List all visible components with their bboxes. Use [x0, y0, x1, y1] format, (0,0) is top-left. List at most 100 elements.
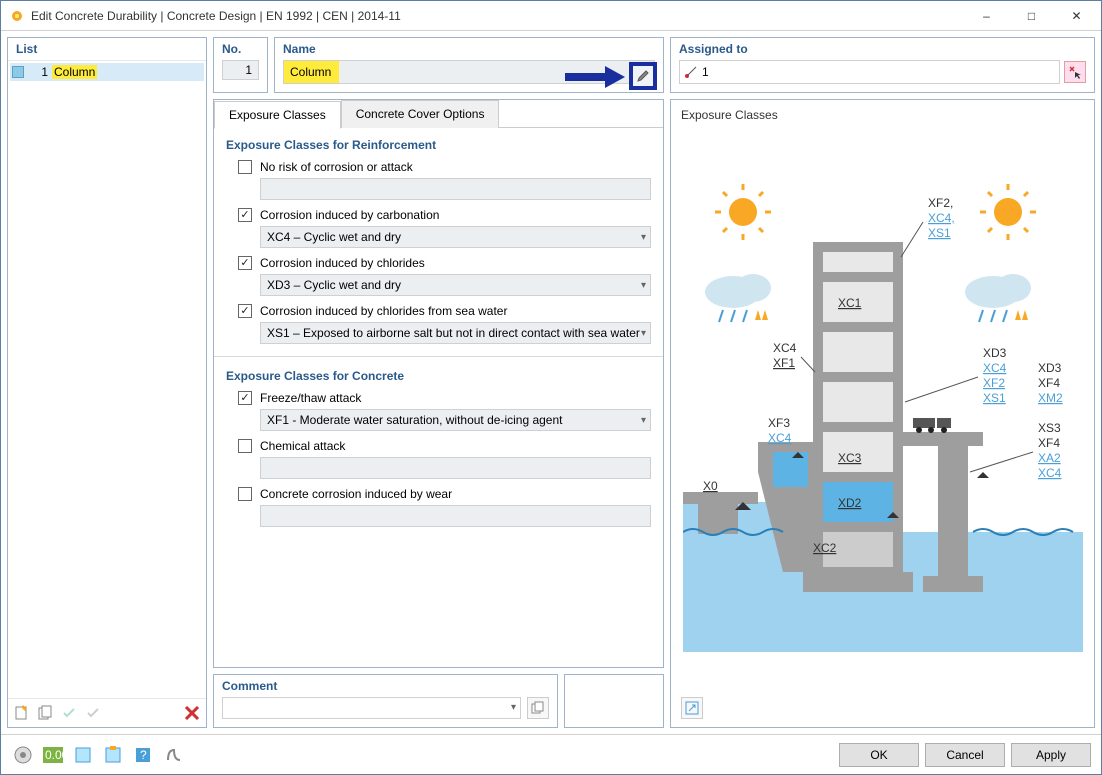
svg-text:XD3: XD3 [1038, 361, 1062, 375]
tabs-area: Exposure Classes Concrete Cover Options … [213, 99, 1095, 728]
assigned-box: Assigned to 1 [670, 37, 1095, 93]
sidebar-header: List [8, 38, 206, 61]
checkbox-row: Concrete corrosion induced by wear [238, 487, 651, 501]
check-out-icon[interactable] [84, 703, 104, 723]
seawater-checkbox[interactable] [238, 304, 252, 318]
svg-text:XF4: XF4 [1038, 436, 1060, 450]
diagram-expand-button[interactable] [681, 697, 703, 719]
view-icon[interactable] [71, 743, 95, 767]
wear-label: Concrete corrosion induced by wear [260, 487, 452, 501]
assigned-field[interactable]: 1 [679, 60, 1060, 84]
help-icon[interactable] [11, 743, 35, 767]
svg-text:X0: X0 [703, 479, 718, 493]
delete-icon[interactable] [182, 703, 202, 723]
view2-icon[interactable] [101, 743, 125, 767]
new-icon[interactable] [12, 703, 32, 723]
seawater-label: Corrosion induced by chlorides from sea … [260, 304, 507, 318]
svg-text:?: ? [140, 748, 147, 762]
no-input[interactable] [222, 60, 259, 80]
edit-name-button[interactable] [629, 62, 657, 90]
info-icon[interactable]: ? [131, 743, 155, 767]
footer: 0.00 ? OK Cancel Apply [1, 734, 1101, 774]
dialog-body: List 1 Column No. [1, 31, 1101, 734]
right-panel: Exposure Classes [670, 99, 1095, 728]
spare-box [564, 674, 664, 728]
svg-text:XD2: XD2 [838, 496, 862, 510]
tab-concrete-cover[interactable]: Concrete Cover Options [341, 100, 500, 128]
seawater-combo[interactable]: XS1 – Exposed to airborne salt but not i… [260, 322, 651, 344]
svg-text:XC1: XC1 [838, 296, 862, 310]
chevron-down-icon: ▾ [641, 280, 646, 291]
svg-text:XC3: XC3 [838, 451, 862, 465]
comment-input[interactable]: ▾ [222, 697, 521, 719]
dialog-window: Edit Concrete Durability | Concrete Desi… [0, 0, 1102, 775]
chlorides-combo[interactable]: XD3 – Cyclic wet and dry▾ [260, 274, 651, 296]
name-box: Name [274, 37, 664, 93]
svg-text:XA2: XA2 [1038, 451, 1061, 465]
freeze-label: Freeze/thaw attack [260, 391, 361, 405]
svg-text:XF2: XF2 [983, 376, 1005, 390]
svg-text:XS3: XS3 [1038, 421, 1061, 435]
svg-text:0.00: 0.00 [45, 748, 63, 762]
tab-exposure-classes[interactable]: Exposure Classes [214, 101, 341, 129]
concrete-heading: Exposure Classes for Concrete [226, 369, 651, 383]
name-label: Name [283, 42, 655, 56]
apply-button[interactable]: Apply [1011, 743, 1091, 767]
wear-combo[interactable] [260, 505, 651, 527]
svg-text:XC4: XC4 [1038, 466, 1062, 480]
copy-icon[interactable] [36, 703, 56, 723]
svg-text:XF4: XF4 [1038, 376, 1060, 390]
comment-box: Comment ▾ [213, 674, 558, 728]
sidebar-list: 1 Column [8, 61, 206, 698]
no-label: No. [222, 42, 259, 56]
freeze-combo[interactable]: XF1 - Moderate water saturation, without… [260, 409, 651, 431]
tabbar: Exposure Classes Concrete Cover Options [214, 100, 663, 128]
right-heading: Exposure Classes [681, 108, 1084, 122]
chemical-checkbox[interactable] [238, 439, 252, 453]
carbonation-label: Corrosion induced by carbonation [260, 208, 439, 222]
titlebar: Edit Concrete Durability | Concrete Desi… [1, 1, 1101, 31]
assigned-label: Assigned to [679, 42, 1086, 56]
window-title: Edit Concrete Durability | Concrete Desi… [31, 9, 964, 23]
svg-text:XC4: XC4 [768, 431, 792, 445]
close-button[interactable]: ✕ [1054, 2, 1099, 30]
sidebar: List 1 Column [7, 37, 207, 728]
checkbox-row: No risk of corrosion or attack [238, 160, 651, 174]
no-risk-label: No risk of corrosion or attack [260, 160, 413, 174]
item-index: 1 [30, 65, 48, 79]
maximize-button[interactable]: □ [1009, 2, 1054, 30]
chlorides-checkbox[interactable] [238, 256, 252, 270]
arrow-icon [565, 66, 625, 88]
chemical-combo[interactable] [260, 457, 651, 479]
minimize-button[interactable]: – [964, 2, 1009, 30]
check-in-icon[interactable] [60, 703, 80, 723]
no-risk-checkbox[interactable] [238, 160, 252, 174]
tab-content: Exposure Classes for Reinforcement No ri… [214, 128, 663, 667]
item-name: Column [52, 65, 97, 79]
svg-text:XF2,: XF2, [928, 196, 953, 210]
no-risk-combo[interactable] [260, 178, 651, 200]
carbonation-checkbox[interactable] [238, 208, 252, 222]
carbonation-combo[interactable]: XC4 – Cyclic wet and dry▾ [260, 226, 651, 248]
wear-checkbox[interactable] [238, 487, 252, 501]
cancel-button[interactable]: Cancel [925, 743, 1005, 767]
sidebar-toolbar [8, 698, 206, 727]
ok-button[interactable]: OK [839, 743, 919, 767]
tabs-panel: Exposure Classes Concrete Cover Options … [213, 99, 664, 668]
svg-text:XM2: XM2 [1038, 391, 1063, 405]
pick-button[interactable] [1064, 61, 1086, 83]
no-box: No. [213, 37, 268, 93]
units-icon[interactable]: 0.00 [41, 743, 65, 767]
checkbox-row: Corrosion induced by carbonation [238, 208, 651, 222]
list-item[interactable]: 1 Column [10, 63, 204, 81]
comment-copy-button[interactable] [527, 697, 549, 719]
svg-text:XD3: XD3 [983, 346, 1007, 360]
svg-text:XC4,: XC4, [928, 211, 955, 225]
checkbox-row: Corrosion induced by chlorides [238, 256, 651, 270]
header-row: No. Name Assigned to [213, 37, 1095, 93]
script-icon[interactable] [161, 743, 185, 767]
app-icon [9, 8, 25, 24]
svg-text:XC2: XC2 [813, 541, 837, 555]
svg-text:XF3: XF3 [768, 416, 790, 430]
freeze-checkbox[interactable] [238, 391, 252, 405]
